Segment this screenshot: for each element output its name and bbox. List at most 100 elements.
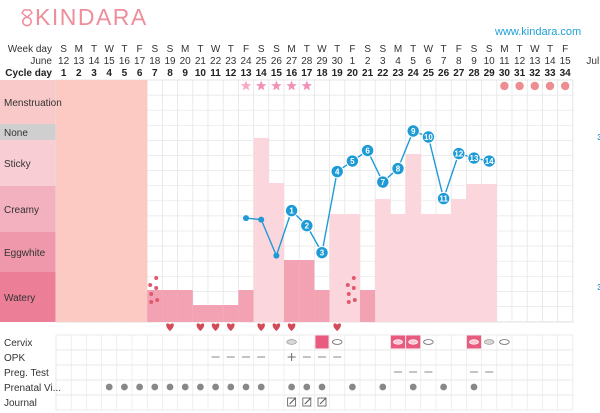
cervical-fluid-bar[interactable] [208, 305, 224, 322]
predicted-period-dot[interactable] [530, 81, 539, 91]
cervical-fluid-bar[interactable] [344, 214, 360, 322]
cycle-day-cell[interactable]: 29 [484, 68, 496, 79]
star-icon[interactable] [286, 80, 297, 91]
cervix-marker[interactable] [484, 339, 495, 345]
heart-icon[interactable] [333, 323, 341, 331]
cycle-day-cell[interactable]: 7 [152, 68, 158, 79]
temp-point[interactable] [258, 216, 265, 223]
cervical-fluid-bar[interactable] [420, 214, 436, 322]
cycle-day-cell[interactable]: 9 [182, 68, 188, 79]
heart-icon[interactable] [227, 323, 235, 331]
cycle-day-cell[interactable]: 27 [453, 68, 465, 79]
cycle-day-cell[interactable]: 2 [76, 68, 82, 79]
star-icon[interactable] [271, 80, 282, 91]
prenatal-dot[interactable] [379, 383, 387, 391]
cervical-fluid-bar[interactable] [238, 290, 254, 322]
cycle-day-cell[interactable]: 25 [423, 68, 435, 79]
cycle-day-cell[interactable]: 22 [377, 68, 389, 79]
cervix-marker[interactable] [331, 339, 343, 345]
prenatal-dot[interactable] [151, 383, 159, 391]
cycle-day-cell[interactable]: 32 [529, 68, 541, 79]
cycle-day-cell[interactable]: 18 [316, 68, 328, 79]
temp-point-numbered[interactable] [421, 130, 436, 144]
cervical-fluid-bar[interactable] [192, 305, 208, 322]
cervical-fluid-bar[interactable] [375, 199, 391, 322]
cycle-day-cell[interactable]: 28 [468, 68, 480, 79]
cycle-day-cell[interactable]: 13 [240, 68, 252, 79]
cervical-fluid-bar[interactable] [268, 183, 284, 322]
temp-point-numbered[interactable] [345, 154, 360, 168]
prenatal-dot[interactable] [303, 383, 311, 391]
cervix-marker[interactable] [423, 339, 434, 345]
cervical-fluid-bar[interactable] [177, 290, 193, 322]
heart-icon[interactable] [196, 323, 205, 331]
cervical-fluid-bar[interactable] [329, 214, 345, 322]
cycle-day-cell[interactable]: 19 [332, 68, 344, 79]
prenatal-dot[interactable] [440, 383, 447, 391]
temp-point-numbered[interactable] [436, 191, 451, 206]
cycle-day-cell[interactable]: 12 [225, 68, 237, 79]
prenatal-dot[interactable] [136, 383, 144, 391]
temp-point-numbered[interactable] [467, 151, 481, 165]
temp-point-numbered[interactable] [315, 245, 329, 260]
cervix-marker[interactable] [499, 339, 510, 345]
predicted-period-dot[interactable] [500, 81, 509, 91]
prenatal-dot[interactable] [166, 383, 174, 391]
heart-icon[interactable] [287, 323, 296, 331]
cervical-fluid-bar[interactable] [299, 260, 315, 322]
prenatal-dot[interactable] [318, 383, 326, 391]
cervical-fluid-bar[interactable] [314, 290, 330, 322]
cervical-fluid-bar[interactable] [481, 184, 497, 322]
prenatal-dot[interactable] [105, 383, 113, 391]
cervix-marker[interactable] [286, 339, 297, 345]
cervical-fluid-bar[interactable] [360, 290, 376, 322]
cervical-fluid-bar[interactable] [466, 184, 482, 322]
prenatal-dot[interactable] [121, 383, 128, 391]
cycle-day-cell[interactable]: 11 [210, 68, 221, 79]
temp-point-numbered[interactable] [376, 175, 390, 189]
cycle-day-cell[interactable]: 24 [408, 68, 420, 79]
cervical-fluid-bar[interactable] [284, 260, 300, 322]
cycle-day-cell[interactable]: 21 [362, 68, 374, 79]
prenatal-dot[interactable] [181, 383, 189, 391]
cycle-day-cell[interactable]: 10 [195, 68, 207, 79]
cycle-day-cell[interactable]: 8 [167, 68, 173, 79]
cycle-day-cell[interactable]: 3 [91, 68, 97, 79]
cycle-day-cell[interactable]: 15 [271, 68, 283, 79]
cycle-day-cell[interactable]: 17 [301, 68, 313, 79]
temp-point-numbered[interactable] [391, 161, 405, 176]
prenatal-dot[interactable] [212, 383, 220, 391]
cervix-marker[interactable] [469, 339, 479, 345]
cervix-marker[interactable] [393, 339, 403, 345]
cervix-marker[interactable] [408, 339, 419, 345]
cycle-day-cell[interactable]: 4 [106, 68, 112, 79]
prenatal-dot[interactable] [242, 383, 250, 391]
prenatal-dot[interactable] [197, 383, 204, 391]
cervical-fluid-bar[interactable] [223, 305, 239, 322]
cervical-fluid-bar[interactable] [436, 214, 452, 322]
star-icon[interactable] [256, 80, 267, 91]
cervical-fluid-bar[interactable] [390, 214, 406, 322]
cycle-day-cell[interactable]: 5 [122, 68, 128, 79]
heart-icon[interactable] [211, 323, 220, 331]
prenatal-dot[interactable] [409, 383, 417, 391]
prenatal-dot[interactable] [470, 383, 478, 391]
heart-icon[interactable] [257, 323, 265, 331]
temp-point-numbered[interactable] [482, 154, 496, 168]
temp-point-numbered[interactable] [300, 218, 314, 233]
star-icon[interactable] [240, 80, 252, 91]
cervix-marker[interactable] [315, 335, 329, 349]
temp-point-numbered[interactable] [452, 146, 466, 161]
prenatal-dot[interactable] [257, 383, 265, 391]
cycle-day-cell[interactable]: 31 [514, 68, 526, 79]
cycle-day-cell[interactable]: 26 [438, 68, 450, 79]
cycle-day-cell[interactable]: 34 [560, 68, 572, 79]
cycle-day-cell[interactable]: 23 [392, 68, 404, 79]
cycle-day-cell[interactable]: 20 [347, 68, 359, 79]
cervical-fluid-bar[interactable] [162, 290, 178, 322]
prenatal-dot[interactable] [288, 383, 295, 391]
cervical-fluid-bar[interactable] [147, 290, 163, 322]
predicted-period-dot[interactable] [561, 81, 570, 91]
temp-point[interactable] [243, 215, 249, 222]
cycle-day-cell[interactable]: 30 [499, 68, 511, 79]
